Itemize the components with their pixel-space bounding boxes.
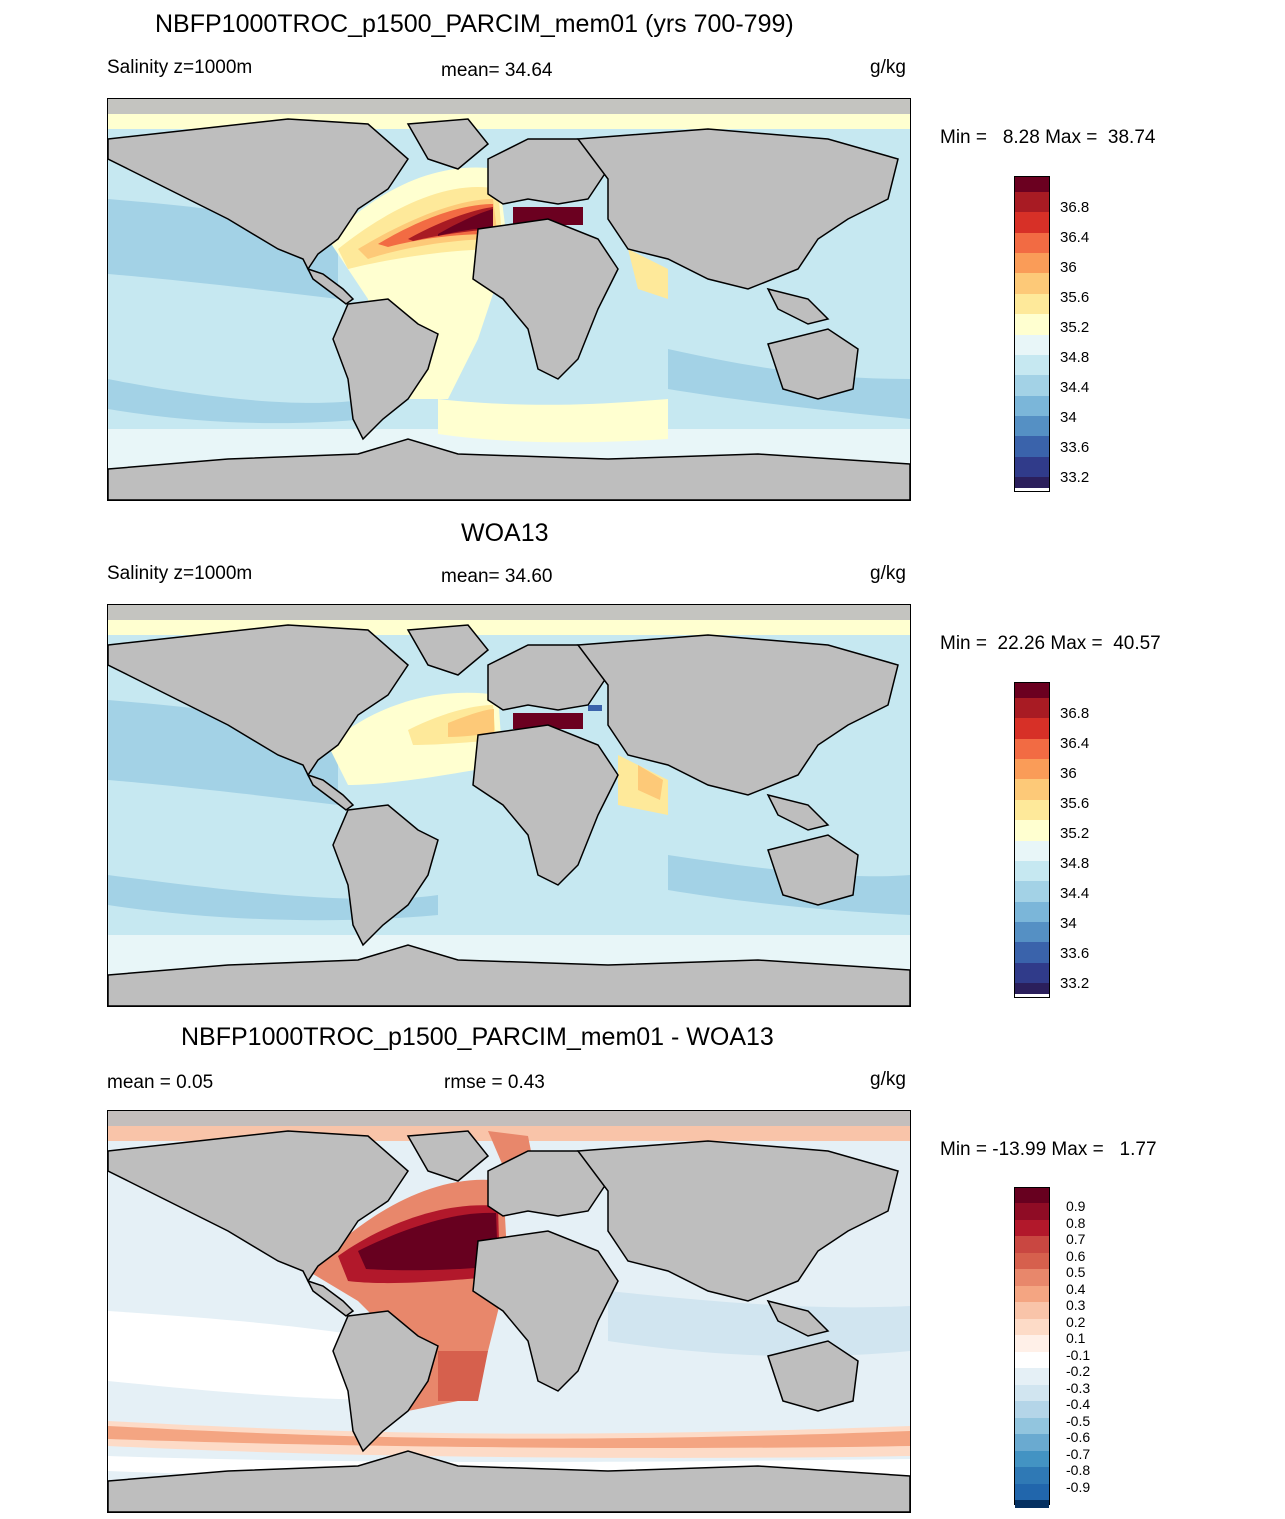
panel1-colorbar — [1014, 176, 1050, 492]
panel2-minmax: Min = 22.26 Max = 40.57 — [940, 633, 1161, 654]
panel2-mean-label: mean= 34.60 — [441, 566, 553, 587]
panel1-colorbar-label: 36.8 — [1060, 199, 1090, 216]
panel2-colorbar-label: 36.4 — [1060, 735, 1090, 752]
panel2-colorbar-label: 33.2 — [1060, 975, 1090, 992]
panel3-colorbar-label: -0.8 — [1066, 1462, 1091, 1478]
panel3-colorbar-label: 0.2 — [1066, 1314, 1086, 1330]
panel3-colorbar-label: 0.6 — [1066, 1248, 1086, 1264]
panel3-minmax: Min = -13.99 Max = 1.77 — [940, 1139, 1157, 1160]
panel3-title: NBFP1000TROC_p1500_PARCIM_mem01 - WOA13 — [181, 1023, 774, 1051]
panel3-map — [107, 1110, 911, 1513]
panel3-colorbar-label: 0.8 — [1066, 1215, 1086, 1231]
panel1-colorbar-label: 34 — [1060, 409, 1077, 426]
panel3-colorbar-label: -0.6 — [1066, 1429, 1091, 1445]
panel2-colorbar-label: 34.4 — [1060, 885, 1090, 902]
panel3-colorbar-label: -0.5 — [1066, 1413, 1091, 1429]
panel3-colorbar — [1014, 1187, 1050, 1508]
panel3-colorbar-label: 0.9 — [1066, 1198, 1086, 1214]
panel3-units: g/kg — [870, 1069, 906, 1090]
panel1-mean-label: mean= 34.64 — [441, 60, 553, 81]
panel2-colorbar-label: 36.8 — [1060, 705, 1090, 722]
panel1-colorbar-label: 36.4 — [1060, 229, 1090, 246]
panel3-colorbar-label: 0.5 — [1066, 1264, 1086, 1280]
panel1-colorbar-label: 36 — [1060, 259, 1077, 276]
panel2-variable-label: Salinity z=1000m — [107, 563, 253, 584]
panel3-colorbar-label: 0.7 — [1066, 1231, 1086, 1247]
panel1-map — [107, 98, 911, 501]
panel2-map — [107, 604, 911, 1007]
panel3-colorbar-label: -0.4 — [1066, 1396, 1091, 1412]
panel1-colorbar-label: 35.6 — [1060, 289, 1090, 306]
panel3-rmse-label: rmse = 0.43 — [444, 1072, 545, 1093]
panel2-colorbar-label: 35.2 — [1060, 825, 1090, 842]
panel1-variable-label: Salinity z=1000m — [107, 57, 253, 78]
panel3-mean-label: mean = 0.05 — [107, 1072, 214, 1093]
panel1-colorbar-label: 33.6 — [1060, 439, 1090, 456]
panel2-colorbar-label: 34.8 — [1060, 855, 1090, 872]
panel3-colorbar-label: 0.4 — [1066, 1281, 1086, 1297]
panel2-colorbar-label: 34 — [1060, 915, 1077, 932]
panel2-colorbar-label: 36 — [1060, 765, 1077, 782]
panel3-colorbar-label: 0.1 — [1066, 1330, 1086, 1346]
panel3-colorbar-label: -0.2 — [1066, 1363, 1091, 1379]
panel1-colorbar-label: 35.2 — [1060, 319, 1090, 336]
panel1-title: NBFP1000TROC_p1500_PARCIM_mem01 (yrs 700… — [155, 10, 794, 38]
panel2-colorbar-label: 35.6 — [1060, 795, 1090, 812]
panel3-colorbar-label: 0.3 — [1066, 1297, 1086, 1313]
panel3-colorbar-label: -0.9 — [1066, 1479, 1091, 1495]
panel2-colorbar — [1014, 682, 1050, 998]
panel2-title: WOA13 — [461, 519, 549, 547]
panel2-units: g/kg — [870, 563, 906, 584]
panel3-colorbar-label: -0.1 — [1066, 1347, 1091, 1363]
panel1-units: g/kg — [870, 57, 906, 78]
panel3-colorbar-label: -0.3 — [1066, 1380, 1091, 1396]
panel1-minmax: Min = 8.28 Max = 38.74 — [940, 127, 1156, 148]
panel1-colorbar-label: 34.8 — [1060, 349, 1090, 366]
panel1-colorbar-label: 34.4 — [1060, 379, 1090, 396]
panel2-colorbar-label: 33.6 — [1060, 945, 1090, 962]
panel3-colorbar-label: -0.7 — [1066, 1446, 1091, 1462]
panel1-colorbar-label: 33.2 — [1060, 469, 1090, 486]
